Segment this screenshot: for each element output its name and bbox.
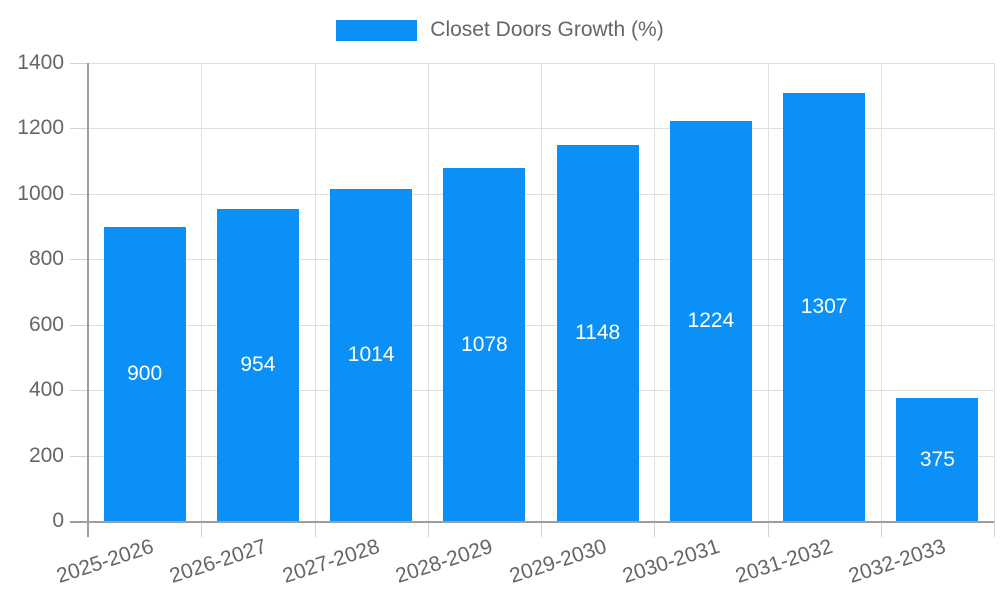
y-tick-label: 800 xyxy=(28,247,64,271)
bar[interactable]: 1224 xyxy=(669,120,752,521)
y-tick-label: 0 xyxy=(52,509,64,532)
bar-value-label: 1148 xyxy=(575,321,621,345)
y-axis-tick xyxy=(70,455,88,457)
y-tick-label: 1200 xyxy=(17,116,64,140)
legend-swatch xyxy=(336,19,418,41)
legend-label: Closet Doors Growth (%) xyxy=(430,18,664,41)
bar-value-label: 375 xyxy=(919,447,955,471)
gridline xyxy=(427,63,429,521)
x-axis-tick xyxy=(427,521,429,537)
bar[interactable]: 1078 xyxy=(443,168,526,521)
bar[interactable]: 1014 xyxy=(330,189,413,521)
bar[interactable]: 375 xyxy=(896,398,979,521)
bar-value-label: 954 xyxy=(240,352,276,376)
bar[interactable]: 900 xyxy=(103,226,186,521)
y-axis-tick xyxy=(70,324,88,326)
gridline xyxy=(994,63,995,521)
bar[interactable]: 1148 xyxy=(556,145,639,521)
y-tick-label: 400 xyxy=(28,378,64,402)
x-axis-tick xyxy=(314,521,316,537)
gridline xyxy=(201,63,203,521)
bar-value-label: 900 xyxy=(127,361,163,385)
x-axis-tick xyxy=(880,521,882,537)
x-axis-tick xyxy=(201,521,203,537)
bar[interactable]: 1307 xyxy=(783,93,866,521)
y-tick-label: 1000 xyxy=(17,181,64,205)
y-axis-tick xyxy=(70,63,88,64)
y-axis-tick xyxy=(70,193,88,195)
x-axis-tick xyxy=(767,521,769,537)
bar-value-label: 1078 xyxy=(461,332,508,356)
gridline xyxy=(541,63,542,521)
gridline xyxy=(314,63,316,521)
bar-value-label: 1307 xyxy=(800,295,848,319)
gridline xyxy=(767,63,769,521)
bar-value-label: 1224 xyxy=(687,308,735,332)
y-axis-tick xyxy=(70,259,88,261)
bar-value-label: 1014 xyxy=(347,343,395,367)
gridline xyxy=(880,63,882,521)
y-axis-tick xyxy=(70,128,88,130)
x-axis-tick xyxy=(994,521,995,537)
y-axis-line xyxy=(87,63,89,537)
bar[interactable]: 954 xyxy=(216,208,299,521)
y-tick-label: 600 xyxy=(28,312,64,336)
gridline xyxy=(654,63,656,521)
y-axis-tick xyxy=(70,390,88,392)
x-axis-tick xyxy=(541,521,542,537)
x-axis-tick xyxy=(654,521,656,537)
y-tick-label: 200 xyxy=(28,443,64,467)
legend-item[interactable]: Closet Doors Growth (%) xyxy=(0,18,1000,42)
x-axis-line xyxy=(70,521,994,523)
y-tick-label: 1400 xyxy=(17,51,64,74)
